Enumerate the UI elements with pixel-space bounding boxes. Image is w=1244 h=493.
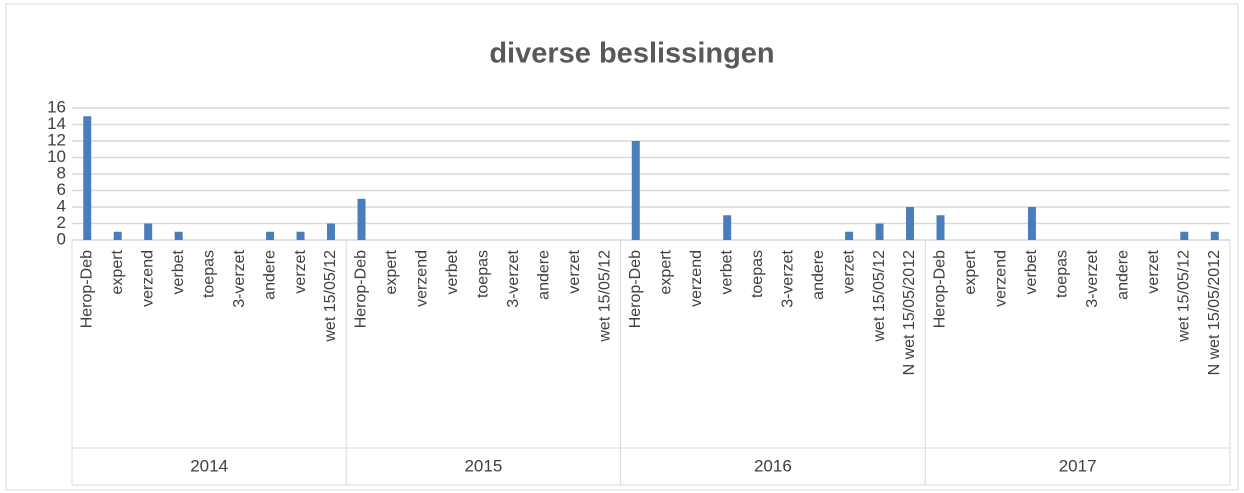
bar bbox=[144, 223, 153, 240]
x-tick-label: verzet bbox=[566, 249, 583, 293]
x-tick-label: wet 15/05/12 bbox=[871, 250, 888, 343]
x-tick-label: Herop-Deb bbox=[353, 250, 370, 328]
x-tick-label: Herop-Deb bbox=[627, 250, 644, 328]
x-tick-label: verbet bbox=[444, 249, 461, 294]
x-tick-label: wet 15/05/12 bbox=[597, 250, 614, 343]
bar bbox=[1210, 231, 1219, 240]
x-tick-label: verzend bbox=[414, 250, 431, 307]
bar bbox=[1180, 231, 1189, 240]
x-tick-label: expert bbox=[962, 249, 979, 294]
x-tick-label: 3-verzet bbox=[1084, 249, 1101, 307]
x-tick-label: verzend bbox=[139, 250, 156, 307]
x-tick-label: toepas bbox=[200, 250, 217, 298]
x-tick-label: toepas bbox=[475, 250, 492, 298]
bar bbox=[906, 207, 915, 240]
x-tick-label: N wet 15/05/2012 bbox=[901, 250, 918, 376]
bar bbox=[174, 231, 183, 240]
bar bbox=[723, 215, 732, 240]
x-tick-label: andere bbox=[536, 250, 553, 300]
x-tick-label: verbet bbox=[1023, 249, 1040, 294]
bar bbox=[845, 231, 854, 240]
x-tick-label: Herop-Deb bbox=[78, 250, 95, 328]
y-tick-label: 0 bbox=[57, 229, 66, 248]
x-tick-label: 3-verzet bbox=[779, 249, 796, 307]
bar bbox=[1027, 207, 1036, 240]
x-tick-label: expert bbox=[657, 249, 674, 294]
bar bbox=[296, 231, 305, 240]
chart-title: diverse beslissingen bbox=[489, 38, 774, 70]
y-tick-label: 12 bbox=[47, 130, 66, 149]
bar bbox=[631, 141, 640, 240]
y-tick-label: 6 bbox=[57, 180, 66, 199]
bar bbox=[83, 116, 92, 240]
x-tick-label: andere bbox=[1115, 250, 1132, 300]
group-label: 2014 bbox=[190, 456, 228, 475]
x-tick-label: 3-verzet bbox=[231, 249, 248, 307]
x-tick-label: expert bbox=[383, 249, 400, 294]
bar bbox=[357, 198, 366, 240]
bar bbox=[936, 215, 945, 240]
x-tick-label: verbet bbox=[170, 249, 187, 294]
x-tick-label: verbet bbox=[718, 249, 735, 294]
y-tick-label: 4 bbox=[57, 196, 66, 215]
y-tick-label: 8 bbox=[57, 163, 66, 182]
group-label: 2017 bbox=[1059, 456, 1097, 475]
y-tick-label: 10 bbox=[47, 147, 66, 166]
x-tick-label: andere bbox=[261, 250, 278, 300]
y-tick-label: 2 bbox=[57, 213, 66, 232]
x-tick-label: N wet 15/05/2012 bbox=[1206, 250, 1223, 376]
x-tick-label: verzend bbox=[993, 250, 1010, 307]
group-label: 2015 bbox=[464, 456, 502, 475]
x-tick-label: verzet bbox=[1145, 249, 1162, 293]
x-tick-label: verzet bbox=[292, 249, 309, 293]
y-tick-label: 16 bbox=[47, 97, 66, 116]
x-tick-label: toepas bbox=[749, 250, 766, 298]
bar bbox=[113, 231, 122, 240]
x-tick-label: Herop-Deb bbox=[932, 250, 949, 328]
bar bbox=[875, 223, 884, 240]
x-tick-label: toepas bbox=[1054, 250, 1071, 298]
x-tick-label: verzend bbox=[688, 250, 705, 307]
chart-border bbox=[5, 3, 1239, 491]
group-label: 2016 bbox=[754, 456, 792, 475]
x-tick-label: 3-verzet bbox=[505, 249, 522, 307]
x-tick-label: wet 15/05/12 bbox=[1176, 250, 1193, 343]
bar bbox=[266, 231, 275, 240]
y-tick-label: 14 bbox=[47, 114, 66, 133]
x-tick-label: wet 15/05/12 bbox=[322, 250, 339, 343]
x-tick-label: andere bbox=[810, 250, 827, 300]
bar bbox=[327, 223, 336, 240]
x-tick-label: verzet bbox=[840, 249, 857, 293]
x-tick-label: expert bbox=[109, 249, 126, 294]
